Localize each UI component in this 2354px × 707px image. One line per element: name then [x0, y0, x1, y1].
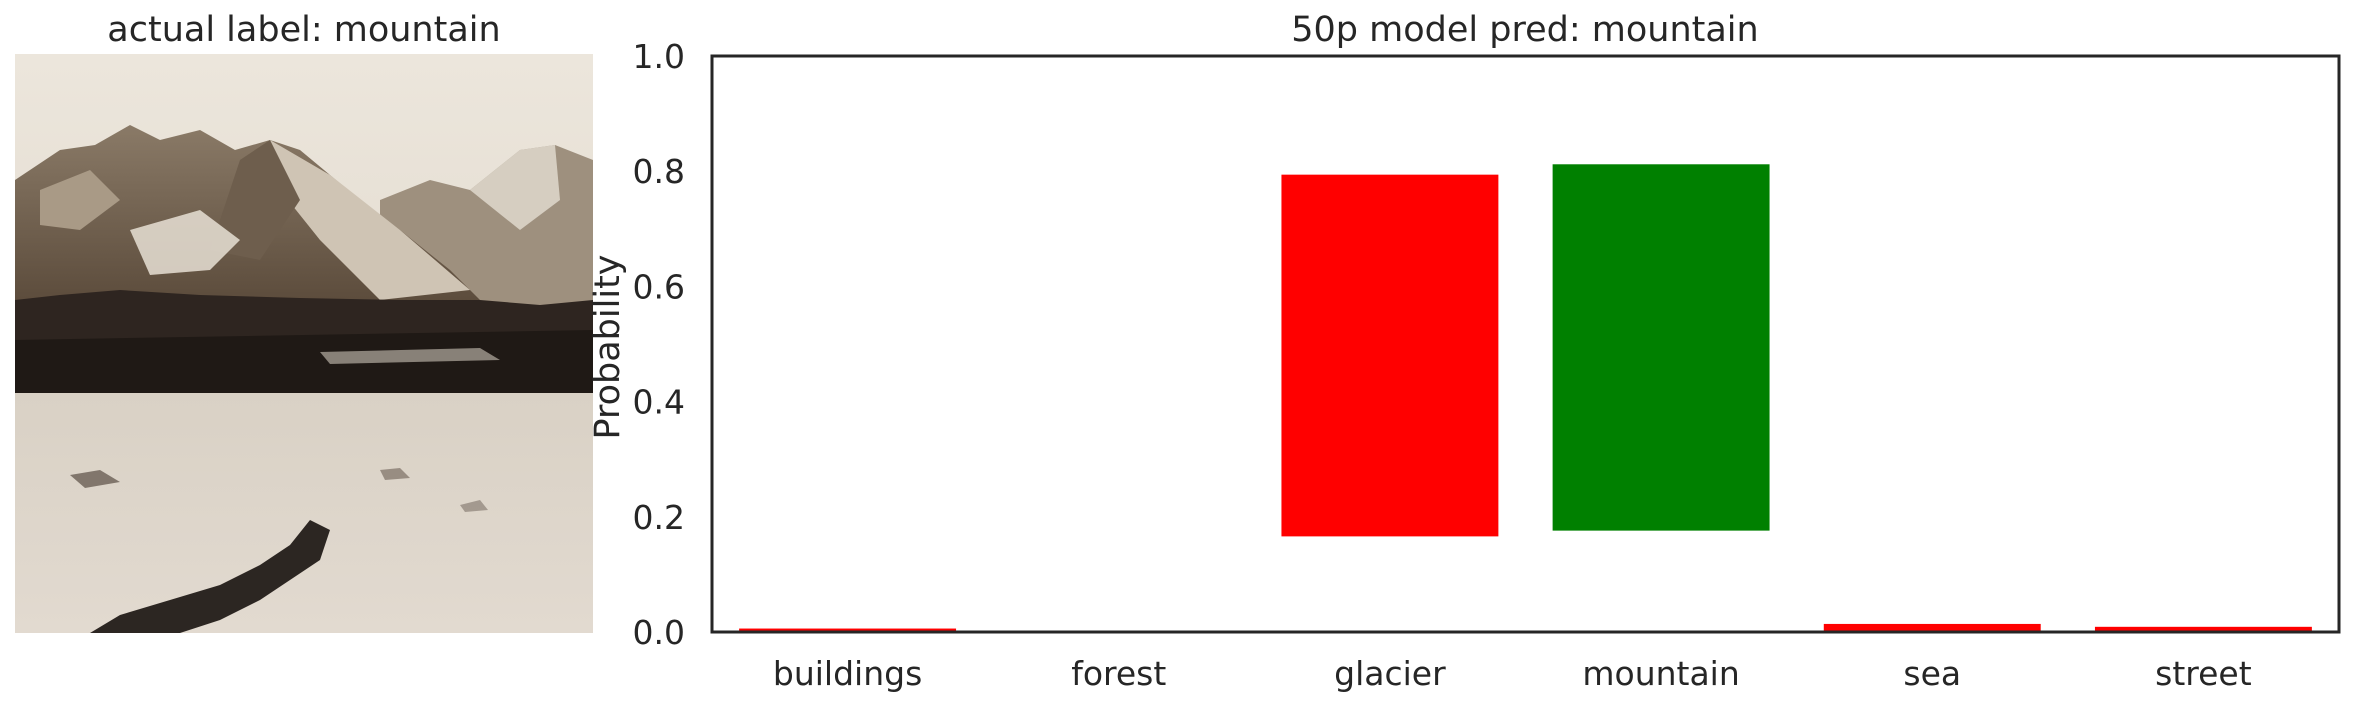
bar-street: [2094, 626, 2312, 632]
x-tick-label: buildings: [773, 654, 922, 693]
x-tick-label: forest: [1071, 654, 1166, 693]
bar-sea: [1823, 623, 2041, 632]
x-tick-label: sea: [1903, 654, 1961, 693]
y-tick-label: 0.2: [633, 498, 685, 537]
y-tick-label: 0.4: [633, 383, 685, 422]
x-tick-label: glacier: [1334, 654, 1446, 693]
x-axis: buildings forest glacier mountain sea street: [773, 654, 2252, 693]
image-title: actual label: mountain: [107, 10, 500, 50]
y-tick-label: 0.6: [633, 267, 685, 306]
bar-buildings: [739, 628, 957, 632]
y-axis: 0.0 0.2 0.4 0.6 0.8 1.0: [633, 37, 685, 652]
chart-title: 50p model pred: mountain: [1291, 10, 1758, 50]
sepia-mountain-photo: [15, 54, 593, 633]
x-tick-label: mountain: [1582, 654, 1739, 693]
y-tick-label: 0.8: [633, 152, 685, 191]
bar-mountain: [1552, 164, 1770, 531]
x-tick-label: street: [2155, 654, 2252, 693]
y-tick-label: 0.0: [633, 613, 685, 652]
plot-area: [739, 164, 2312, 632]
bar-glacier: [1281, 174, 1499, 537]
y-axis-label: Probability: [588, 254, 628, 439]
y-tick-label: 1.0: [633, 37, 685, 76]
plot-frame: [710, 54, 2341, 634]
